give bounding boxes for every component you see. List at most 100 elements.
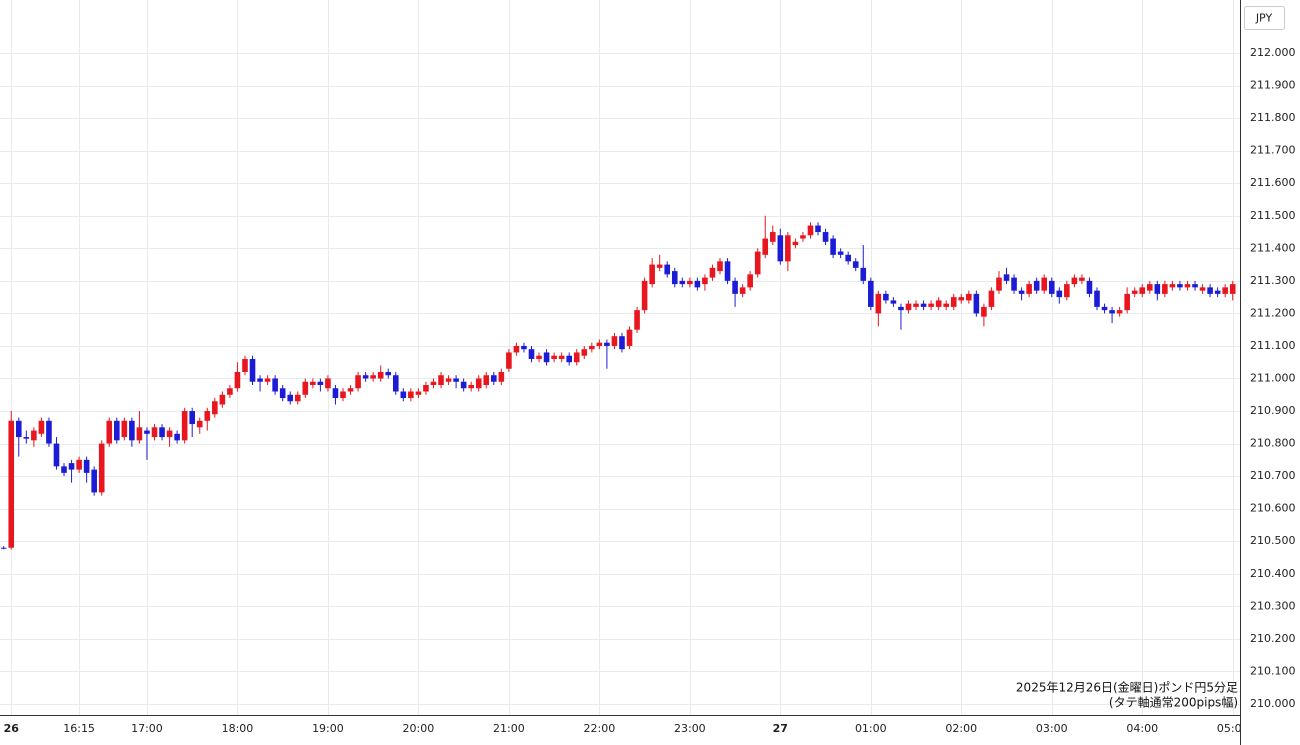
candle-body [702,277,708,285]
candle-body [151,427,158,438]
candle-body [754,251,761,275]
y-tick-label: 210.500 [1250,534,1296,547]
candle-body [31,430,37,441]
candle-body [528,349,535,359]
candle-body [626,329,633,346]
y-tick-label: 212.000 [1250,46,1296,59]
candle-body [310,381,316,385]
y-tick-label: 210.400 [1250,567,1296,580]
candle-body [785,235,791,262]
candle-body [943,303,949,307]
candle-body [966,293,972,301]
x-tick-label: 27 [773,722,788,735]
candle-body [234,371,241,389]
candle-body [1116,310,1123,314]
candle-body [913,303,919,307]
candle-body [521,345,527,350]
candle-body [694,280,701,288]
candle-body [852,261,859,268]
candle-body [264,378,271,382]
candle-body [483,375,490,385]
candle-body [611,336,618,346]
currency-label: JPY [1255,12,1273,25]
candle-body [973,293,980,314]
candle-body [272,378,278,392]
candle-body [8,420,15,548]
candle-body [506,352,512,369]
candle-body [1222,287,1228,294]
candle-body [166,430,173,438]
candle-body [408,391,414,399]
candle-body [604,342,610,346]
candle-body [958,297,965,301]
candle-body [370,375,376,379]
candle-body [845,254,851,262]
y-tick-label: 211.000 [1250,371,1296,384]
candle-body [136,427,143,441]
candle-body [129,420,135,441]
candle-body [1162,284,1168,294]
x-tick-label: 05:00 [1217,722,1249,735]
candle-body [1086,280,1093,294]
y-tick-label: 210.800 [1250,437,1296,450]
candle-body [332,388,339,399]
candle-body [355,375,361,389]
candle-body [377,371,384,379]
candle-body [883,293,889,301]
candle-body [641,280,648,311]
y-tick-label: 210.600 [1250,502,1296,515]
x-tick-label: 19:00 [312,722,344,735]
annotation: 2025年12月26日(金曜日)ポンド円5分足 [1016,680,1238,695]
candle-body [543,352,550,363]
candle-body [513,345,520,353]
candle-body [581,349,588,356]
y-tick-label: 210.700 [1250,469,1296,482]
candle-body [1229,284,1236,294]
x-tick-label: 20:00 [403,722,435,735]
candle-body [468,385,474,389]
y-tick-label: 211.300 [1250,274,1296,287]
candle-body [438,375,444,385]
candle-body [777,235,784,262]
candle-body [634,310,640,330]
candle-body [1079,277,1085,281]
candle-body [287,394,294,402]
candle-body [317,381,324,385]
candle-body [1064,284,1070,298]
candle-body [950,297,957,307]
y-tick-label: 211.700 [1250,144,1296,157]
candle-body [792,241,799,246]
candle-body [91,469,97,493]
candle-body [453,378,459,382]
candle-body [1056,290,1063,298]
y-tick-label: 211.600 [1250,176,1296,189]
candle-body [747,274,753,288]
y-tick-label: 211.800 [1250,111,1296,124]
y-tick-label: 210.900 [1250,404,1296,417]
candle-body [325,378,331,389]
candle-body [1169,284,1176,288]
candle-body [302,381,309,395]
candle-body [996,277,1002,291]
candle-body [189,411,195,425]
candle-body [868,280,874,307]
candle-body [347,388,354,392]
candle-body [981,306,987,317]
y-tick-label: 211.100 [1250,339,1296,352]
candle-body [98,443,105,493]
annotation: (タテ軸通常200pips幅) [1109,695,1238,710]
candle-body [1018,290,1025,294]
candle-body [61,466,67,473]
candle-body [23,437,30,439]
x-tick-label: 04:00 [1126,722,1158,735]
candle-body [0,547,7,549]
candle-body [935,300,942,307]
y-tick-label: 211.200 [1250,306,1296,319]
candle-body [144,430,150,434]
x-tick-label: 02:00 [945,722,977,735]
candle-body [1026,284,1032,294]
candle-body [1146,284,1153,291]
x-tick-label: 17:00 [131,722,163,735]
candle-body [227,388,233,395]
candle-body [739,287,746,294]
